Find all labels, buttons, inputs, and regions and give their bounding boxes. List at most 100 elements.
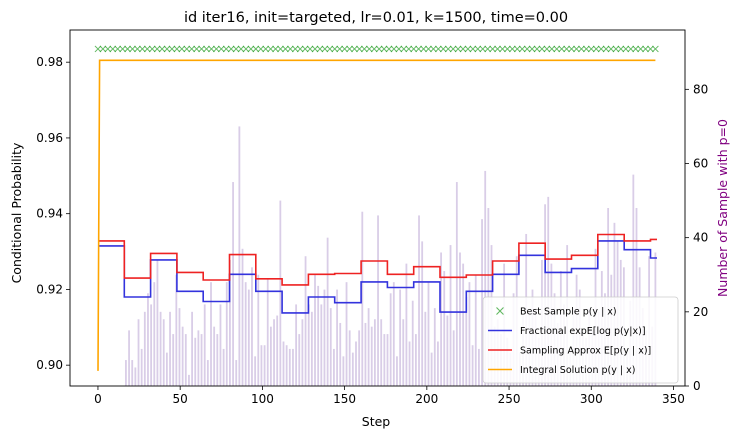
bar bbox=[244, 282, 247, 386]
x-tick-label: 150 bbox=[333, 392, 356, 406]
point bbox=[568, 45, 575, 53]
point bbox=[296, 45, 304, 53]
point bbox=[232, 45, 240, 53]
y-tick-label: 0.98 bbox=[36, 55, 63, 69]
bar bbox=[449, 245, 452, 386]
bar bbox=[373, 319, 376, 386]
point bbox=[316, 45, 324, 53]
bar bbox=[197, 330, 200, 386]
bar bbox=[125, 360, 127, 386]
bar bbox=[263, 345, 266, 386]
point bbox=[272, 45, 279, 53]
y2-tick-label: 60 bbox=[693, 157, 708, 171]
bar bbox=[222, 348, 225, 386]
x-tick-label: 0 bbox=[94, 392, 102, 406]
point bbox=[252, 45, 260, 53]
bar bbox=[427, 282, 430, 386]
point bbox=[109, 45, 117, 53]
point bbox=[434, 45, 442, 53]
legend-label: Best Sample p(y | x) bbox=[520, 307, 617, 318]
bar bbox=[159, 311, 162, 386]
point bbox=[188, 45, 196, 53]
y-tick-label: 0.94 bbox=[36, 207, 63, 221]
bar bbox=[320, 304, 323, 386]
point bbox=[365, 45, 373, 53]
bar bbox=[383, 334, 386, 386]
bar bbox=[143, 311, 146, 386]
point bbox=[385, 45, 393, 53]
bar bbox=[386, 334, 389, 386]
bar bbox=[288, 348, 291, 386]
bar bbox=[310, 311, 313, 386]
bar bbox=[203, 304, 206, 386]
series-line bbox=[98, 240, 657, 314]
bar bbox=[355, 341, 357, 386]
bar bbox=[298, 334, 301, 386]
point bbox=[119, 45, 126, 53]
bar bbox=[188, 374, 190, 386]
bar bbox=[162, 319, 165, 386]
point bbox=[193, 45, 200, 53]
series-line bbox=[98, 233, 657, 286]
bar bbox=[225, 282, 228, 386]
point bbox=[578, 45, 585, 53]
point bbox=[538, 45, 546, 53]
bar bbox=[433, 308, 436, 386]
point bbox=[153, 45, 161, 53]
bar bbox=[377, 215, 379, 386]
point bbox=[217, 45, 225, 53]
x-tick-label: 100 bbox=[251, 392, 274, 406]
x-tick-label: 200 bbox=[415, 392, 438, 406]
bar bbox=[184, 334, 187, 386]
bar bbox=[414, 334, 417, 386]
bar bbox=[276, 315, 279, 386]
legend-box bbox=[482, 296, 679, 384]
bar bbox=[191, 311, 193, 386]
bar bbox=[345, 282, 348, 386]
point bbox=[484, 45, 492, 53]
bar bbox=[399, 289, 402, 386]
legend-label: Integral Solution p(y | x) bbox=[520, 365, 635, 376]
point bbox=[405, 45, 413, 53]
point bbox=[617, 45, 625, 53]
bar bbox=[455, 182, 458, 386]
bar bbox=[544, 204, 546, 386]
bar bbox=[232, 182, 234, 386]
point bbox=[124, 45, 131, 53]
point bbox=[94, 45, 102, 53]
bar bbox=[175, 274, 178, 386]
point bbox=[212, 45, 220, 53]
point bbox=[504, 45, 511, 53]
point bbox=[410, 45, 418, 53]
bar bbox=[471, 345, 474, 386]
point bbox=[375, 45, 383, 53]
bar bbox=[235, 360, 238, 386]
point bbox=[602, 45, 610, 53]
point bbox=[104, 45, 112, 53]
bar bbox=[632, 174, 635, 386]
bar bbox=[424, 311, 427, 386]
bar bbox=[210, 282, 212, 386]
point bbox=[627, 45, 635, 53]
bar bbox=[392, 282, 395, 386]
bar bbox=[443, 271, 446, 386]
point bbox=[173, 45, 181, 53]
bar bbox=[269, 326, 272, 386]
point bbox=[336, 45, 344, 53]
point bbox=[425, 45, 432, 53]
bar bbox=[314, 274, 316, 386]
point bbox=[321, 45, 329, 53]
bar bbox=[465, 297, 468, 386]
bar bbox=[134, 367, 137, 386]
point bbox=[444, 45, 452, 53]
bar bbox=[213, 326, 216, 386]
point bbox=[134, 45, 141, 53]
point bbox=[454, 45, 462, 53]
bar bbox=[440, 252, 442, 386]
bar bbox=[247, 289, 250, 386]
point bbox=[513, 45, 521, 53]
line-series bbox=[97, 59, 657, 371]
legend-marker bbox=[496, 307, 504, 315]
bar bbox=[165, 352, 168, 386]
point bbox=[652, 45, 659, 53]
